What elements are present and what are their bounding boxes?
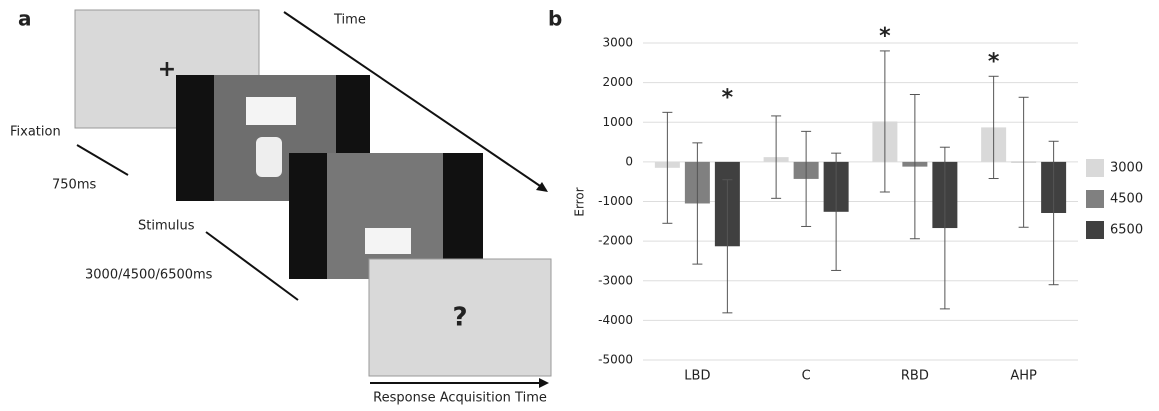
y-tick-label: -4000 xyxy=(598,313,633,327)
y-tick-label: -2000 xyxy=(598,234,633,248)
legend-swatch xyxy=(1086,190,1104,208)
time-arrow xyxy=(283,11,547,191)
stimulus-photo xyxy=(327,153,443,279)
x-tick-label: AHP xyxy=(1010,369,1037,384)
y-tick-label: -5000 xyxy=(598,353,633,367)
y-tick-label: 0 xyxy=(625,154,633,168)
time-label: Time xyxy=(333,13,366,28)
panel-a: a + ? Fixation 750ms Stimulus 3000/4500/… xyxy=(10,7,552,406)
response-label: Response Acquisition Time xyxy=(373,391,547,406)
arrow-head xyxy=(536,182,548,192)
photo-object xyxy=(246,97,296,125)
x-tick-label: RBD xyxy=(901,369,929,384)
panel-b: b Error -5000 -4000 -3000 -2000 -1000 0 1000 20… xyxy=(548,7,1143,384)
stimulus-time: 3000/4500/6500ms xyxy=(85,268,213,283)
stimulus-label: Stimulus xyxy=(138,219,195,234)
panel-label: a xyxy=(18,7,32,31)
y-axis-label: Error xyxy=(573,187,587,216)
arrow-head xyxy=(539,378,549,388)
interval-line xyxy=(205,231,299,301)
significance-marker: * xyxy=(988,49,1000,74)
legend-label: 3000 xyxy=(1110,161,1143,176)
y-tick-label: 1000 xyxy=(602,115,633,129)
significance-marker: * xyxy=(879,24,891,49)
panel-label: b xyxy=(548,7,562,31)
fixation-label: Fixation xyxy=(10,125,61,140)
legend-swatch xyxy=(1086,221,1104,239)
y-tick-label: -3000 xyxy=(598,273,633,287)
legend-swatch xyxy=(1086,159,1104,177)
fixation-time: 750ms xyxy=(52,178,96,193)
y-tick-label: 2000 xyxy=(602,75,633,89)
response-screen xyxy=(368,258,552,377)
x-tick-label: LBD xyxy=(684,369,710,384)
photo-object xyxy=(365,228,411,254)
fixation-cross: + xyxy=(158,57,176,82)
photo-object xyxy=(256,137,282,177)
y-tick-label: 3000 xyxy=(602,36,633,50)
question-mark: ? xyxy=(452,303,467,333)
x-tick-label: C xyxy=(802,369,811,384)
significance-marker: * xyxy=(722,85,734,110)
y-tick-label: -1000 xyxy=(598,194,633,208)
interval-line xyxy=(76,144,129,176)
legend-label: 6500 xyxy=(1110,223,1143,238)
legend-label: 4500 xyxy=(1110,192,1143,207)
